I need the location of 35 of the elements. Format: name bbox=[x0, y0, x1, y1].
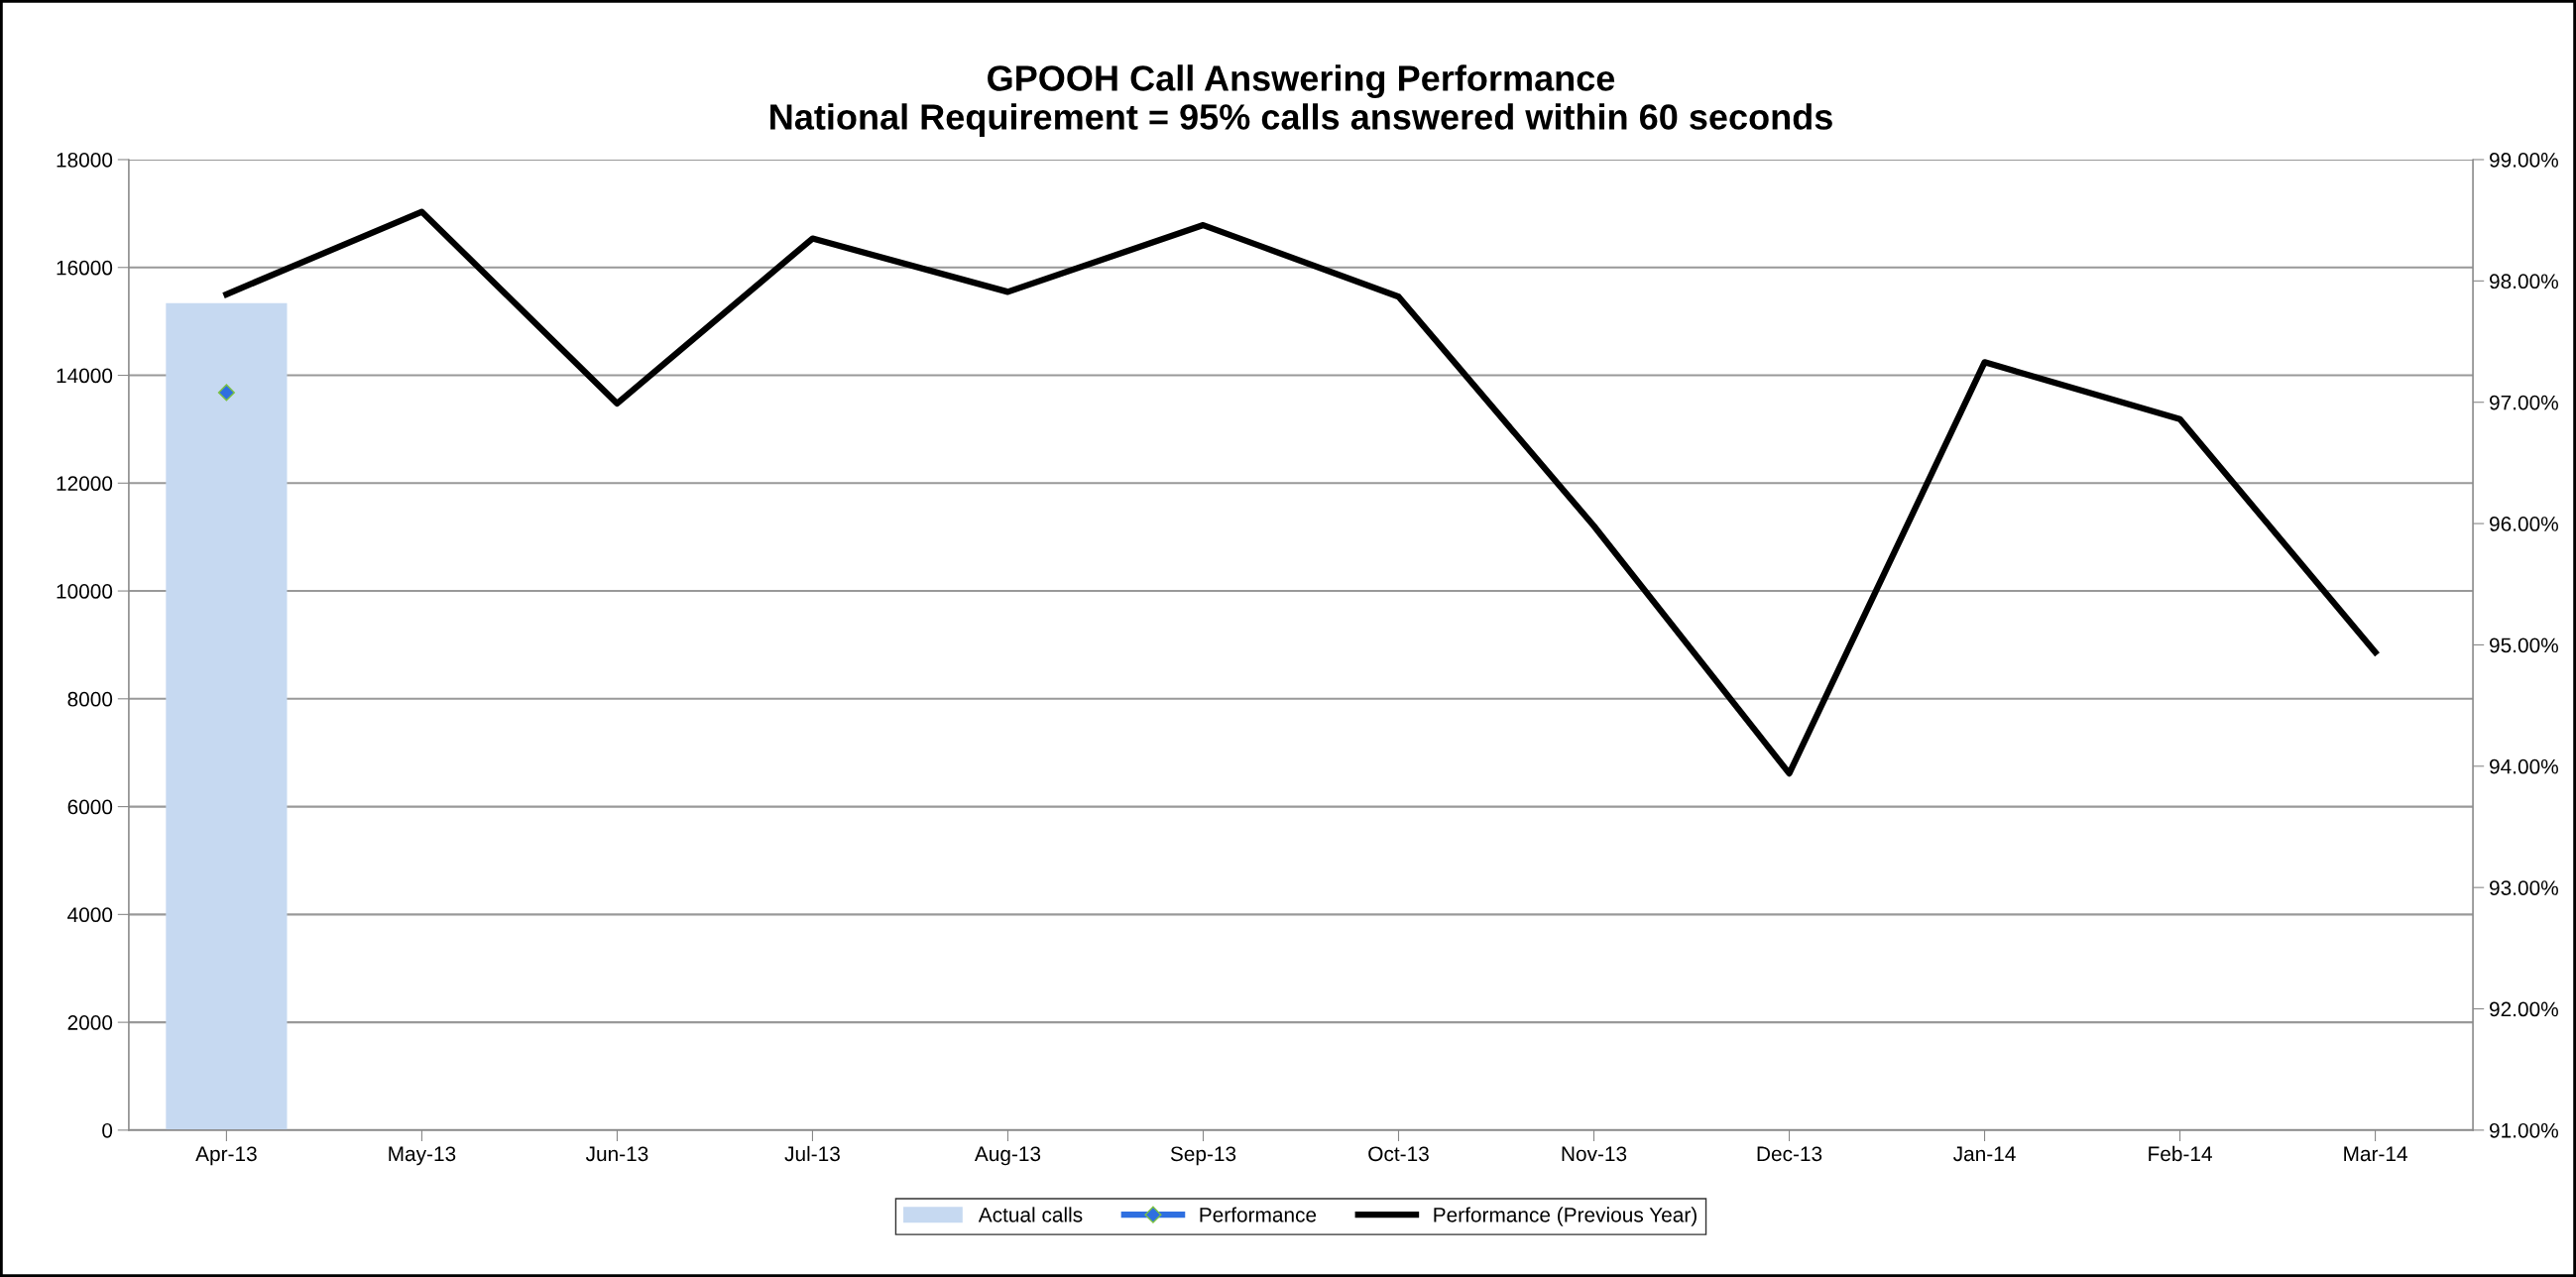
x-tick-label: Jan-14 bbox=[1953, 1146, 2016, 1162]
y-tick-label: 0 bbox=[102, 1122, 113, 1138]
x-tick-label: Jul-13 bbox=[784, 1145, 840, 1162]
y2-tick-label: 98.00% bbox=[2490, 274, 2558, 290]
y2-tick-label: 91.00% bbox=[2490, 1122, 2558, 1138]
y-tick-label: 16000 bbox=[57, 260, 113, 276]
x-tick-label: Nov-13 bbox=[1562, 1146, 1627, 1162]
x-tick-label: Oct-13 bbox=[1368, 1146, 1429, 1162]
x-tick-label: Sep-13 bbox=[1170, 1146, 1236, 1166]
y-tick-label: 6000 bbox=[67, 799, 113, 815]
x-tick-label: Mar-14 bbox=[2344, 1146, 2407, 1162]
x-tick-label: Aug-13 bbox=[974, 1146, 1041, 1166]
y2-tick-label: 94.00% bbox=[2490, 758, 2558, 774]
legend-label: Performance bbox=[1200, 1207, 1317, 1222]
y-tick-label: 12000 bbox=[57, 476, 113, 492]
x-tick-label: Feb-14 bbox=[2149, 1145, 2212, 1162]
y2-tick-label: 97.00% bbox=[2490, 395, 2558, 410]
legend-label: Performance (Previous Year) bbox=[1434, 1207, 1697, 1226]
y-tick-label: 2000 bbox=[67, 1015, 113, 1030]
y2-tick-label: 96.00% bbox=[2490, 517, 2558, 531]
chart-title: GPOOH Call Answering Performance National Requirement = 95% calls answered within 60 seconds bbox=[770, 64, 1832, 137]
y2-tick-label: 99.00% bbox=[2490, 153, 2558, 168]
x-tick-label: Dec-13 bbox=[1757, 1146, 1822, 1162]
x-tick-label: Apr-13 bbox=[195, 1146, 257, 1166]
legend-label: Actual calls bbox=[978, 1207, 1083, 1222]
y-tick-label: 10000 bbox=[57, 584, 113, 599]
y-tick-label: 18000 bbox=[57, 153, 113, 168]
y-tick-label: 4000 bbox=[67, 907, 113, 923]
y-tick-label: 14000 bbox=[57, 368, 113, 384]
y2-tick-label: 93.00% bbox=[2490, 880, 2558, 895]
y2-tick-label: 92.00% bbox=[2490, 1001, 2558, 1017]
y2-tick-label: 95.00% bbox=[2490, 638, 2558, 653]
x-tick-label: May-13 bbox=[389, 1146, 456, 1166]
x-tick-label: Jun-13 bbox=[585, 1146, 648, 1162]
y-tick-label: 8000 bbox=[67, 691, 113, 707]
